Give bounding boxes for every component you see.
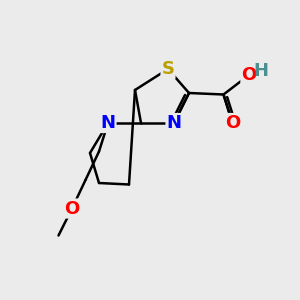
Text: N: N <box>167 114 182 132</box>
Text: S: S <box>161 60 175 78</box>
Text: O: O <box>225 114 240 132</box>
Text: O: O <box>64 200 80 217</box>
Text: N: N <box>100 114 116 132</box>
Text: H: H <box>253 62 268 80</box>
Text: O: O <box>242 66 256 84</box>
